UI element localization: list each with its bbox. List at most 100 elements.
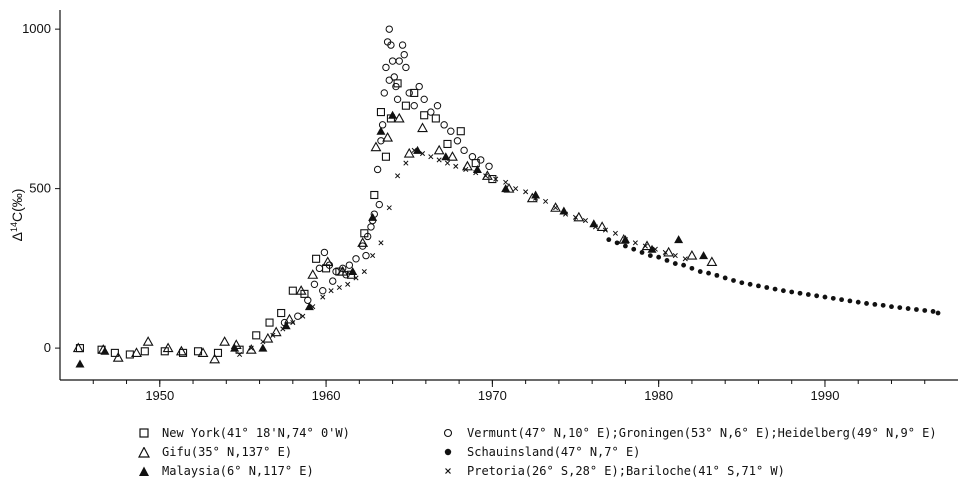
- data-point-cross: [237, 351, 243, 358]
- data-point-open-circle: [320, 248, 329, 257]
- data-point-open-triangle: [393, 112, 405, 123]
- data-point-open-triangle: [197, 347, 209, 357]
- data-point-open-circle: [280, 318, 289, 327]
- data-point-filled-circle: [905, 306, 911, 311]
- data-point-filled-circle: [639, 250, 645, 255]
- data-point-filled-triangle: [100, 346, 110, 355]
- data-point-cross: [483, 173, 489, 179]
- data-point-filled-circle: [714, 272, 720, 278]
- data-point-open-circle: [378, 121, 387, 129]
- data-point-filled-circle: [739, 280, 745, 286]
- data-point-open-circle: [388, 57, 397, 65]
- data-point-cross: [386, 205, 392, 211]
- data-point-open-circle: [410, 101, 418, 110]
- data-point-open-circle: [373, 165, 382, 174]
- data-point-open-square: [213, 348, 223, 357]
- legend-label: Malaysia(6° N,117° E): [162, 464, 314, 478]
- x-tick-label: 1990: [811, 388, 840, 403]
- data-point-filled-triangle: [75, 359, 85, 368]
- data-point-cross: [419, 150, 426, 157]
- data-point-open-triangle: [112, 352, 124, 362]
- legend-label: Schauinsland(47° N,7° E): [467, 445, 641, 459]
- data-point-cross: [513, 186, 519, 192]
- data-point-open-circle: [395, 57, 403, 65]
- data-point-open-square: [140, 347, 149, 356]
- data-point-open-circle: [345, 261, 354, 269]
- data-point-open-circle: [402, 63, 410, 72]
- data-point-filled-circle: [731, 278, 736, 283]
- data-point-cross: [572, 214, 579, 220]
- data-point-cross: [543, 198, 549, 204]
- data-point-open-square: [410, 88, 419, 97]
- data-point-open-circle: [460, 146, 468, 155]
- x-tick-label: 1950: [145, 388, 174, 403]
- data-point-filled-circle: [797, 290, 803, 296]
- data-point-open-square: [252, 331, 261, 340]
- data-point-open-square: [312, 254, 321, 263]
- data-point-cross: [632, 240, 638, 246]
- data-point-filled-circle: [614, 240, 620, 246]
- data-point-cross: [602, 227, 609, 233]
- data-point-filled-circle: [756, 283, 761, 289]
- data-point-open-circle: [447, 127, 455, 135]
- data-point-open-circle: [315, 264, 324, 273]
- data-point-filled-circle: [789, 289, 795, 295]
- data-point-open-circle: [427, 108, 435, 116]
- data-point-cross: [503, 179, 509, 185]
- data-point-open-circle: [294, 312, 302, 320]
- data-point-open-triangle: [131, 347, 142, 357]
- filled-circle-icon: [444, 448, 452, 456]
- data-point-open-circle: [385, 76, 393, 84]
- data-point-filled-circle: [822, 294, 828, 300]
- data-point-open-square: [376, 108, 386, 117]
- data-point-open-square: [420, 111, 429, 120]
- data-point-cross: [642, 243, 648, 249]
- data-point-open-circle: [477, 156, 485, 164]
- data-point-filled-circle: [689, 265, 695, 271]
- data-point-cross: [353, 275, 359, 281]
- data-point-open-triangle: [433, 144, 445, 155]
- x-tick-label: 1960: [312, 388, 341, 403]
- data-point-filled-triangle: [559, 206, 569, 215]
- chart: 1950 1960 1970 1980 1990 0 500 1000 Δ14C(‰): [9, 10, 958, 403]
- data-point-filled-circle: [664, 257, 670, 263]
- data-point-cross: [411, 147, 417, 153]
- data-point-cross: [463, 166, 469, 173]
- data-point-cross: [553, 205, 559, 211]
- data-point-filled-circle: [697, 269, 703, 274]
- legend-label: New York(41° 18'N,74° 0'W): [162, 426, 350, 440]
- data-point-open-triangle: [403, 147, 415, 158]
- data-point-open-triangle: [370, 141, 382, 152]
- data-point-open-circle: [400, 50, 408, 59]
- data-point-cross: [310, 304, 316, 310]
- data-point-open-circle: [310, 280, 319, 289]
- data-point-open-circle: [380, 89, 388, 97]
- data-point-open-circle: [392, 82, 400, 91]
- x-tick-label: 1980: [644, 388, 673, 403]
- data-point-cross: [328, 288, 334, 294]
- data-point-open-circle: [352, 255, 360, 263]
- data-point-filled-circle: [897, 305, 903, 310]
- data-point-filled-circle: [839, 297, 844, 303]
- data-point-filled-circle: [764, 285, 770, 290]
- data-point-open-triangle: [550, 202, 562, 212]
- data-point-cross: [345, 281, 351, 287]
- data-point-cross: [592, 224, 599, 230]
- data-point-filled-circle: [772, 286, 778, 292]
- data-point-open-circle: [304, 296, 312, 304]
- data-point-filled-circle: [889, 304, 894, 310]
- data-point-open-triangle: [322, 256, 334, 267]
- data-point-open-circle: [339, 264, 347, 273]
- legend-label: Pretoria(26° S,28° E);Bariloche(41° S,71…: [467, 464, 785, 478]
- data-point-open-square: [443, 139, 452, 149]
- y-axis-label: Δ14C(‰): [9, 189, 25, 242]
- data-point-open-circle: [393, 95, 402, 104]
- data-point-filled-circle: [606, 237, 612, 243]
- open-square-icon: [139, 428, 149, 438]
- data-point-filled-triangle: [501, 184, 511, 193]
- data-point-cross: [533, 195, 539, 201]
- data-point-filled-circle: [706, 270, 711, 276]
- data-point-filled-circle: [880, 302, 886, 308]
- data-point-open-triangle: [142, 336, 154, 346]
- data-point-filled-circle: [681, 262, 687, 268]
